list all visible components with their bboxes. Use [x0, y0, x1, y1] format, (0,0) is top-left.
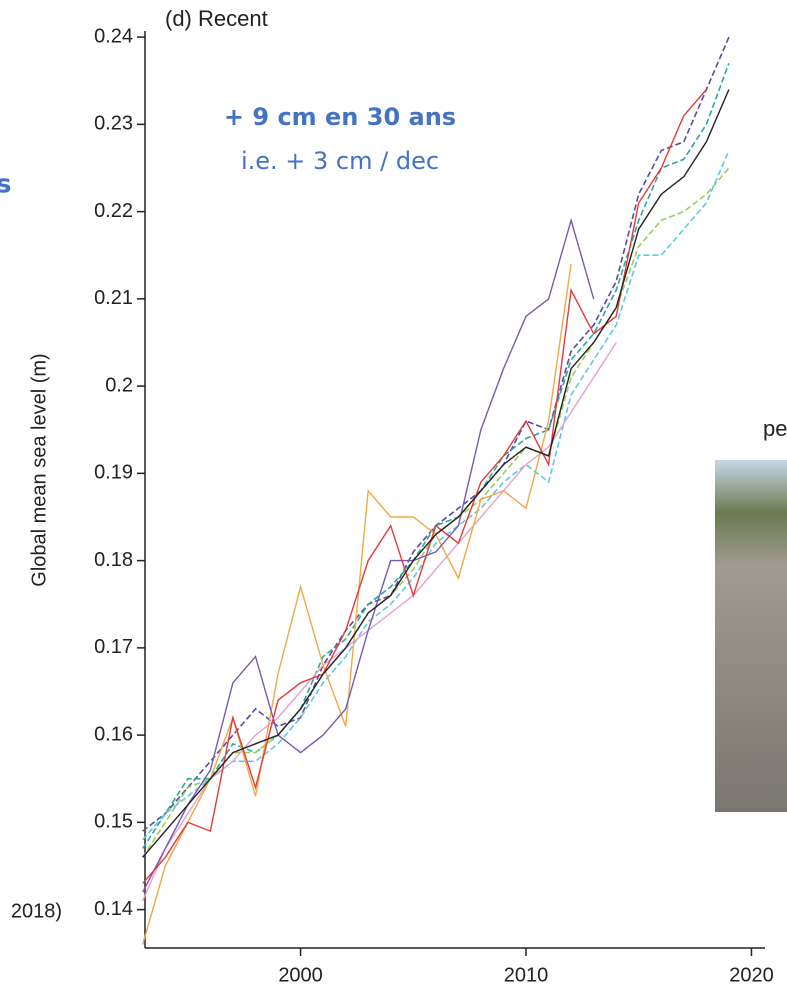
y-tick-label: 0.14 — [94, 898, 133, 920]
y-tick-label: 0.2 — [105, 374, 133, 396]
series-line — [142, 150, 730, 841]
series-line — [142, 217, 595, 893]
y-tick-label: 0.17 — [94, 636, 133, 658]
series-line — [142, 342, 617, 902]
y-tick-label: 0.19 — [94, 462, 133, 484]
y-tick-label: 0.22 — [94, 200, 133, 222]
photo-caption: pe — [763, 416, 787, 441]
y-tick-label: 0.23 — [94, 113, 133, 135]
y-tick-label: 0.18 — [94, 549, 133, 571]
cropped-caption: 2018) — [11, 900, 62, 922]
x-tick-label: 2020 — [729, 964, 774, 986]
y-tick-label: 0.24 — [94, 25, 133, 47]
x-tick-label: 2010 — [504, 964, 549, 986]
series-line — [142, 263, 572, 945]
x-tick-label: 2000 — [278, 964, 323, 986]
series-line — [142, 89, 730, 858]
series-line — [142, 167, 730, 858]
y-tick-label: 0.21 — [94, 287, 133, 309]
annotation-subline: i.e. + 3 cm / dec — [241, 147, 439, 175]
chart-title: (d) Recent — [165, 6, 268, 31]
photo — [715, 460, 787, 812]
series-line — [142, 63, 730, 849]
cropped-heading: s — [0, 170, 11, 200]
series-line — [142, 89, 707, 884]
y-tick-label: 0.15 — [94, 811, 133, 833]
y-axis-label: Global mean sea level (m) — [28, 353, 50, 586]
y-tick-label: 0.16 — [94, 723, 133, 745]
annotation-headline: + 9 cm en 30 ans — [224, 103, 456, 131]
